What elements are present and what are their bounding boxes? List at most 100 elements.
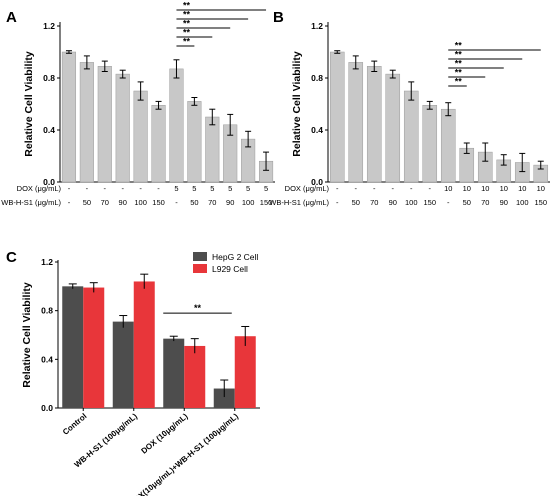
bar-l929: [133, 281, 155, 408]
y-tick-label: 1.2: [41, 257, 53, 267]
condition-label: -: [392, 184, 395, 193]
condition-label: 150: [423, 198, 436, 207]
y-tick-label: 0.8: [41, 306, 53, 316]
condition-label: 100: [242, 198, 255, 207]
condition-label: 5: [246, 184, 250, 193]
significance-label: **: [183, 1, 191, 11]
bar: [329, 51, 345, 183]
condition-label: 50: [463, 198, 471, 207]
bar: [79, 62, 94, 183]
significance-label: **: [455, 68, 463, 78]
condition-label: 5: [192, 184, 196, 193]
bar: [403, 90, 419, 183]
significance-label: **: [455, 41, 463, 51]
x-tick-label: Control: [61, 412, 89, 437]
y-axis-label: Relative Cell Viability: [21, 282, 33, 388]
bar: [61, 51, 77, 183]
condition-label: -: [447, 198, 450, 207]
condition-label: 5: [264, 184, 268, 193]
condition-label: -: [336, 184, 339, 193]
condition-label: 50: [352, 198, 360, 207]
row-label: DOX (μg/mL): [17, 184, 62, 193]
panel-letter: C: [6, 249, 17, 266]
condition-label: 90: [119, 198, 127, 207]
significance-label: **: [183, 37, 191, 47]
legend-swatch: [193, 264, 207, 273]
bar-hepg2: [62, 286, 84, 408]
significance-label: **: [183, 28, 191, 38]
y-tick-label: 1.2: [311, 21, 323, 31]
significance-label: **: [183, 19, 191, 29]
condition-label: 50: [83, 198, 91, 207]
panel-letter: A: [6, 9, 17, 26]
y-tick-label: 0.8: [311, 73, 323, 83]
condition-label: 70: [101, 198, 109, 207]
y-tick-label: 0.0: [41, 403, 53, 413]
bar: [115, 73, 130, 183]
y-tick-label: 1.2: [43, 21, 55, 31]
condition-label: 90: [500, 198, 508, 207]
bar: [169, 68, 184, 183]
condition-label: 10: [463, 184, 471, 193]
legend-swatch: [193, 252, 207, 261]
condition-label: 10: [481, 184, 489, 193]
legend-label: HepG 2 Cell: [212, 252, 258, 262]
bar-hepg2: [112, 321, 134, 408]
condition-label: -: [86, 184, 89, 193]
condition-label: 90: [389, 198, 397, 207]
condition-label: 150: [534, 198, 547, 207]
condition-label: 100: [134, 198, 147, 207]
condition-label: -: [104, 184, 107, 193]
bar-hepg2: [213, 388, 235, 408]
condition-label: 10: [444, 184, 452, 193]
y-tick-label: 0.4: [43, 125, 55, 135]
bar: [366, 66, 382, 183]
bar: [422, 105, 438, 183]
condition-label: 50: [190, 198, 198, 207]
significance-label: **: [455, 59, 463, 69]
panel-letter: B: [273, 9, 284, 26]
row-label: DOX (μg/mL): [285, 184, 330, 193]
significance-label: **: [455, 77, 463, 87]
condition-label: 100: [405, 198, 418, 207]
condition-label: -: [355, 184, 358, 193]
condition-label: -: [121, 184, 124, 193]
y-tick-label: 0.4: [311, 125, 323, 135]
bar: [348, 62, 364, 183]
condition-label: 70: [208, 198, 216, 207]
y-tick-label: 0.0: [43, 177, 55, 187]
condition-label: 100: [516, 198, 529, 207]
condition-label: 10: [500, 184, 508, 193]
condition-label: 5: [210, 184, 214, 193]
bar-l929: [83, 287, 105, 408]
condition-label: -: [373, 184, 376, 193]
condition-label: -: [157, 184, 160, 193]
condition-label: 5: [228, 184, 232, 193]
row-label: WB-H-S1 (μg/mL): [269, 198, 329, 207]
y-tick-label: 0.8: [43, 73, 55, 83]
bar-l929: [184, 345, 206, 408]
panel-c: C 0.0 0.4 0.8 1.2 Relative Cell Viability Cont…: [6, 249, 260, 496]
significance-label: **: [194, 303, 202, 313]
condition-label: 150: [152, 198, 165, 207]
y-axis-label: Relative Cell Viability: [23, 51, 35, 157]
condition-label: -: [68, 198, 71, 207]
legend-label: L929 Cell: [212, 264, 248, 274]
y-axis-label: Relative Cell Viability: [291, 51, 303, 157]
condition-label: 150: [260, 198, 273, 207]
bar: [97, 66, 112, 183]
bar: [205, 116, 220, 183]
condition-label: -: [429, 184, 432, 193]
condition-label: 5: [174, 184, 178, 193]
y-tick-label: 0.4: [41, 354, 53, 364]
y-tick-label: 0.0: [311, 177, 323, 187]
bar: [151, 105, 166, 183]
condition-label: -: [139, 184, 142, 193]
condition-label: 90: [226, 198, 234, 207]
bar: [133, 90, 148, 183]
significance-label: **: [455, 50, 463, 60]
condition-label: -: [336, 198, 339, 207]
condition-label: -: [410, 184, 413, 193]
